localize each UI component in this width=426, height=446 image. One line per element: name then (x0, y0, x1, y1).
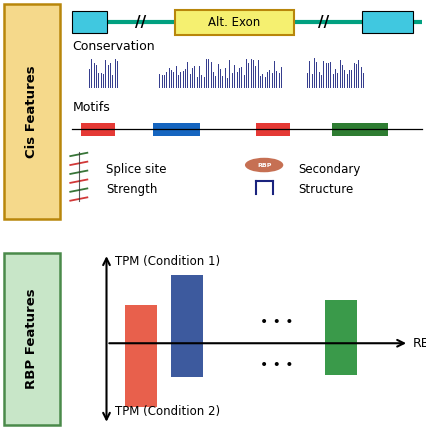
Text: Cis Features: Cis Features (26, 65, 38, 158)
FancyBboxPatch shape (4, 253, 60, 425)
Bar (124, 305, 156, 408)
Text: RBP: RBP (413, 337, 426, 350)
Text: TPM (Condition 2): TPM (Condition 2) (115, 405, 220, 418)
Text: Conservation: Conservation (72, 40, 155, 54)
Bar (72, 11, 106, 33)
Text: Strength: Strength (106, 183, 158, 196)
Bar (362, 11, 413, 33)
Text: Alt. Exon: Alt. Exon (208, 16, 260, 29)
Text: RBP: RBP (257, 162, 271, 168)
Bar (81, 123, 115, 136)
FancyBboxPatch shape (4, 4, 60, 219)
Bar (171, 275, 204, 377)
Text: //: // (135, 15, 146, 30)
Text: Secondary: Secondary (298, 163, 360, 176)
Text: • • •: • • • (260, 358, 294, 372)
Bar (256, 123, 290, 136)
Text: Structure: Structure (298, 183, 354, 196)
Text: //: // (318, 15, 329, 30)
Ellipse shape (245, 158, 283, 172)
Bar (153, 123, 200, 136)
Text: Splice site: Splice site (106, 163, 167, 176)
Text: Motifs: Motifs (72, 100, 110, 114)
Text: TPM (Condition 1): TPM (Condition 1) (115, 256, 220, 268)
Text: • • •: • • • (260, 315, 294, 329)
Text: RBP Features: RBP Features (26, 289, 38, 389)
Bar (325, 301, 357, 376)
Bar (175, 10, 294, 35)
Bar (332, 123, 388, 136)
